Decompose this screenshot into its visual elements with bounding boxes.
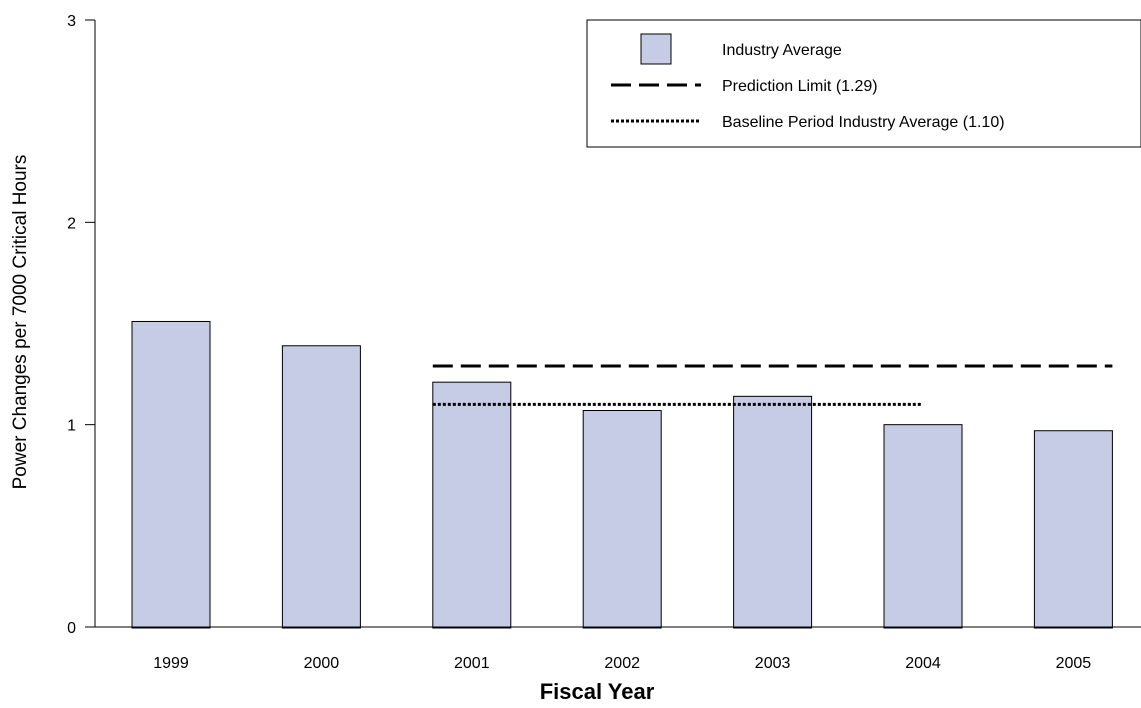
x-tick-label-2001: 2001 bbox=[454, 655, 490, 672]
bar-2001 bbox=[432, 381, 512, 629]
axes: 0 1 2 3 1999 2000 2001 2002 2003 2004 2005 bbox=[67, 13, 1141, 672]
x-axis-title: Fiscal Year bbox=[540, 679, 655, 704]
legend-label-industry-average: Industry Average bbox=[722, 42, 842, 59]
legend-label-baseline-average: Baseline Period Industry Average (1.10) bbox=[722, 114, 1005, 131]
legend-label-prediction-limit: Prediction Limit (1.29) bbox=[722, 78, 878, 95]
bar-2002 bbox=[582, 410, 662, 629]
reference-lines bbox=[432, 364, 1113, 406]
bar-1999 bbox=[131, 320, 211, 629]
bar-2004 bbox=[883, 424, 963, 629]
legend-swatch-industry-average bbox=[640, 33, 672, 65]
bar-2000 bbox=[281, 345, 361, 629]
bar-2005 bbox=[1033, 430, 1113, 629]
y-tick-label-3: 3 bbox=[67, 13, 76, 30]
x-tick-label-1999: 1999 bbox=[153, 655, 189, 672]
x-tick-label-2000: 2000 bbox=[304, 655, 340, 672]
x-tick-label-2004: 2004 bbox=[905, 655, 941, 672]
bar-2003 bbox=[733, 395, 813, 629]
x-tick-label-2005: 2005 bbox=[1056, 655, 1092, 672]
bars-group bbox=[131, 320, 1113, 629]
y-tick-label-0: 0 bbox=[67, 620, 76, 637]
y-axis-title: Power Changes per 7000 Critical Hours bbox=[10, 155, 31, 490]
x-tick-label-2002: 2002 bbox=[604, 655, 640, 672]
x-tick-label-2003: 2003 bbox=[755, 655, 791, 672]
y-tick-label-1: 1 bbox=[67, 418, 76, 435]
legend: Industry Average Prediction Limit (1.29) B… bbox=[586, 19, 1141, 148]
y-tick-label-2: 2 bbox=[67, 215, 76, 232]
